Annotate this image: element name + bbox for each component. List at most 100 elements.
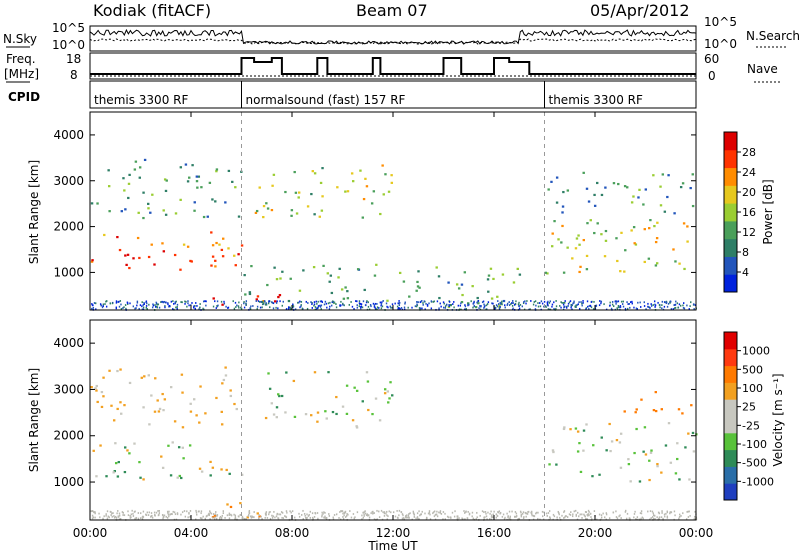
colorbar-segment <box>724 449 737 467</box>
speckle-cell <box>472 302 475 305</box>
speckle-cell <box>356 300 358 303</box>
speckle-cell <box>381 305 384 308</box>
speckle-cell <box>593 300 595 303</box>
speckle-cell <box>249 515 252 518</box>
echo-cell <box>416 285 420 288</box>
echo-cell <box>200 470 204 473</box>
speckle-cell <box>511 302 513 304</box>
echo-cell <box>324 410 327 413</box>
speckle-cell <box>443 302 445 305</box>
speckle-cell <box>226 514 229 517</box>
echo-cell <box>102 376 105 379</box>
echo-cell <box>179 268 182 271</box>
speckle-cell <box>166 510 169 513</box>
speckle-cell <box>297 301 299 304</box>
echo-cell <box>197 175 201 178</box>
echo-cell <box>676 457 679 461</box>
echo-cell <box>234 264 237 267</box>
echo-cell <box>386 299 389 302</box>
echo-cell <box>359 169 362 172</box>
speckle-cell <box>494 308 496 310</box>
speckle-cell <box>205 304 207 307</box>
echo-cell <box>330 291 334 295</box>
speckle-cell <box>512 300 514 302</box>
speckle-cell <box>518 307 521 310</box>
speckle-cell <box>643 305 646 307</box>
speckle-cell <box>487 511 489 514</box>
speckle-cell <box>166 516 169 519</box>
echo-cell <box>327 371 330 374</box>
speckle-cell <box>689 305 691 308</box>
speckle-cell <box>187 516 189 519</box>
speckle-cell <box>452 303 454 305</box>
speckle-cell <box>647 305 649 308</box>
speckle-cell <box>398 514 400 517</box>
echo-cell <box>619 466 623 469</box>
speckle-cell <box>180 513 182 516</box>
speckle-cell <box>216 305 218 307</box>
echo-cell <box>179 166 183 169</box>
speckle-cell <box>150 512 153 514</box>
speckle-cell <box>566 306 568 309</box>
speckle-cell <box>333 514 336 516</box>
speckle-cell <box>652 516 654 518</box>
speckle-cell <box>291 510 294 513</box>
speckle-cell <box>459 304 462 307</box>
speckle-cell <box>429 518 432 521</box>
speckle-cell <box>157 510 159 512</box>
speckle-cell <box>145 514 148 516</box>
echo-cell <box>661 173 665 176</box>
speckle-cell <box>571 304 573 307</box>
echo-cell <box>435 266 438 269</box>
echo-cell <box>648 227 651 230</box>
speckle-cell <box>612 511 614 514</box>
speckle-cell <box>563 517 565 519</box>
speckle-cell <box>136 301 139 304</box>
echo-cell <box>623 185 627 188</box>
echo-cell <box>663 210 667 213</box>
speckle-cell <box>228 517 231 520</box>
echo-cell <box>586 222 589 225</box>
echo-cell <box>331 410 335 414</box>
speckle-cell <box>548 302 551 304</box>
speckle-cell <box>600 300 603 303</box>
echo-cell <box>332 301 336 304</box>
speckle-cell <box>575 509 577 512</box>
echo-region <box>211 502 261 519</box>
speckle-cell <box>225 305 227 308</box>
echo-cell <box>679 185 683 189</box>
speckle-cell <box>448 300 451 303</box>
speckle-cell <box>212 513 215 515</box>
speckle-cell <box>551 305 553 308</box>
speckle-cell <box>135 516 137 519</box>
speckle-cell <box>616 307 618 309</box>
speckle-cell <box>117 515 119 518</box>
echo-cell <box>616 259 619 263</box>
speckle-cell <box>680 304 682 307</box>
velocity-panel-frame <box>89 319 697 521</box>
speckle-cell <box>540 300 543 303</box>
speckle-cell <box>579 513 581 516</box>
echo-cell <box>272 413 276 416</box>
colorbar-segment <box>724 399 737 417</box>
speckle-cell <box>102 517 104 520</box>
speckle-cell <box>587 305 589 308</box>
speckle-cell <box>511 304 514 307</box>
speckle-cell <box>568 301 571 304</box>
speckle-cell <box>639 512 642 515</box>
speckle-cell <box>343 512 346 515</box>
echo-cell <box>151 193 154 196</box>
speckle-cell <box>485 308 487 311</box>
speckle-cell <box>666 516 669 519</box>
speckle-cell <box>657 301 659 304</box>
speckle-cell <box>350 516 353 519</box>
speckle-cell <box>356 304 358 307</box>
echo-cell <box>173 420 177 423</box>
speckle-cell <box>670 308 673 310</box>
echo-cell <box>96 202 99 205</box>
speckle-cell <box>223 302 226 305</box>
speckle-cell <box>416 517 419 520</box>
speckle-cell <box>600 514 603 517</box>
speckle-cell <box>209 518 211 520</box>
speckle-cell <box>407 516 409 519</box>
